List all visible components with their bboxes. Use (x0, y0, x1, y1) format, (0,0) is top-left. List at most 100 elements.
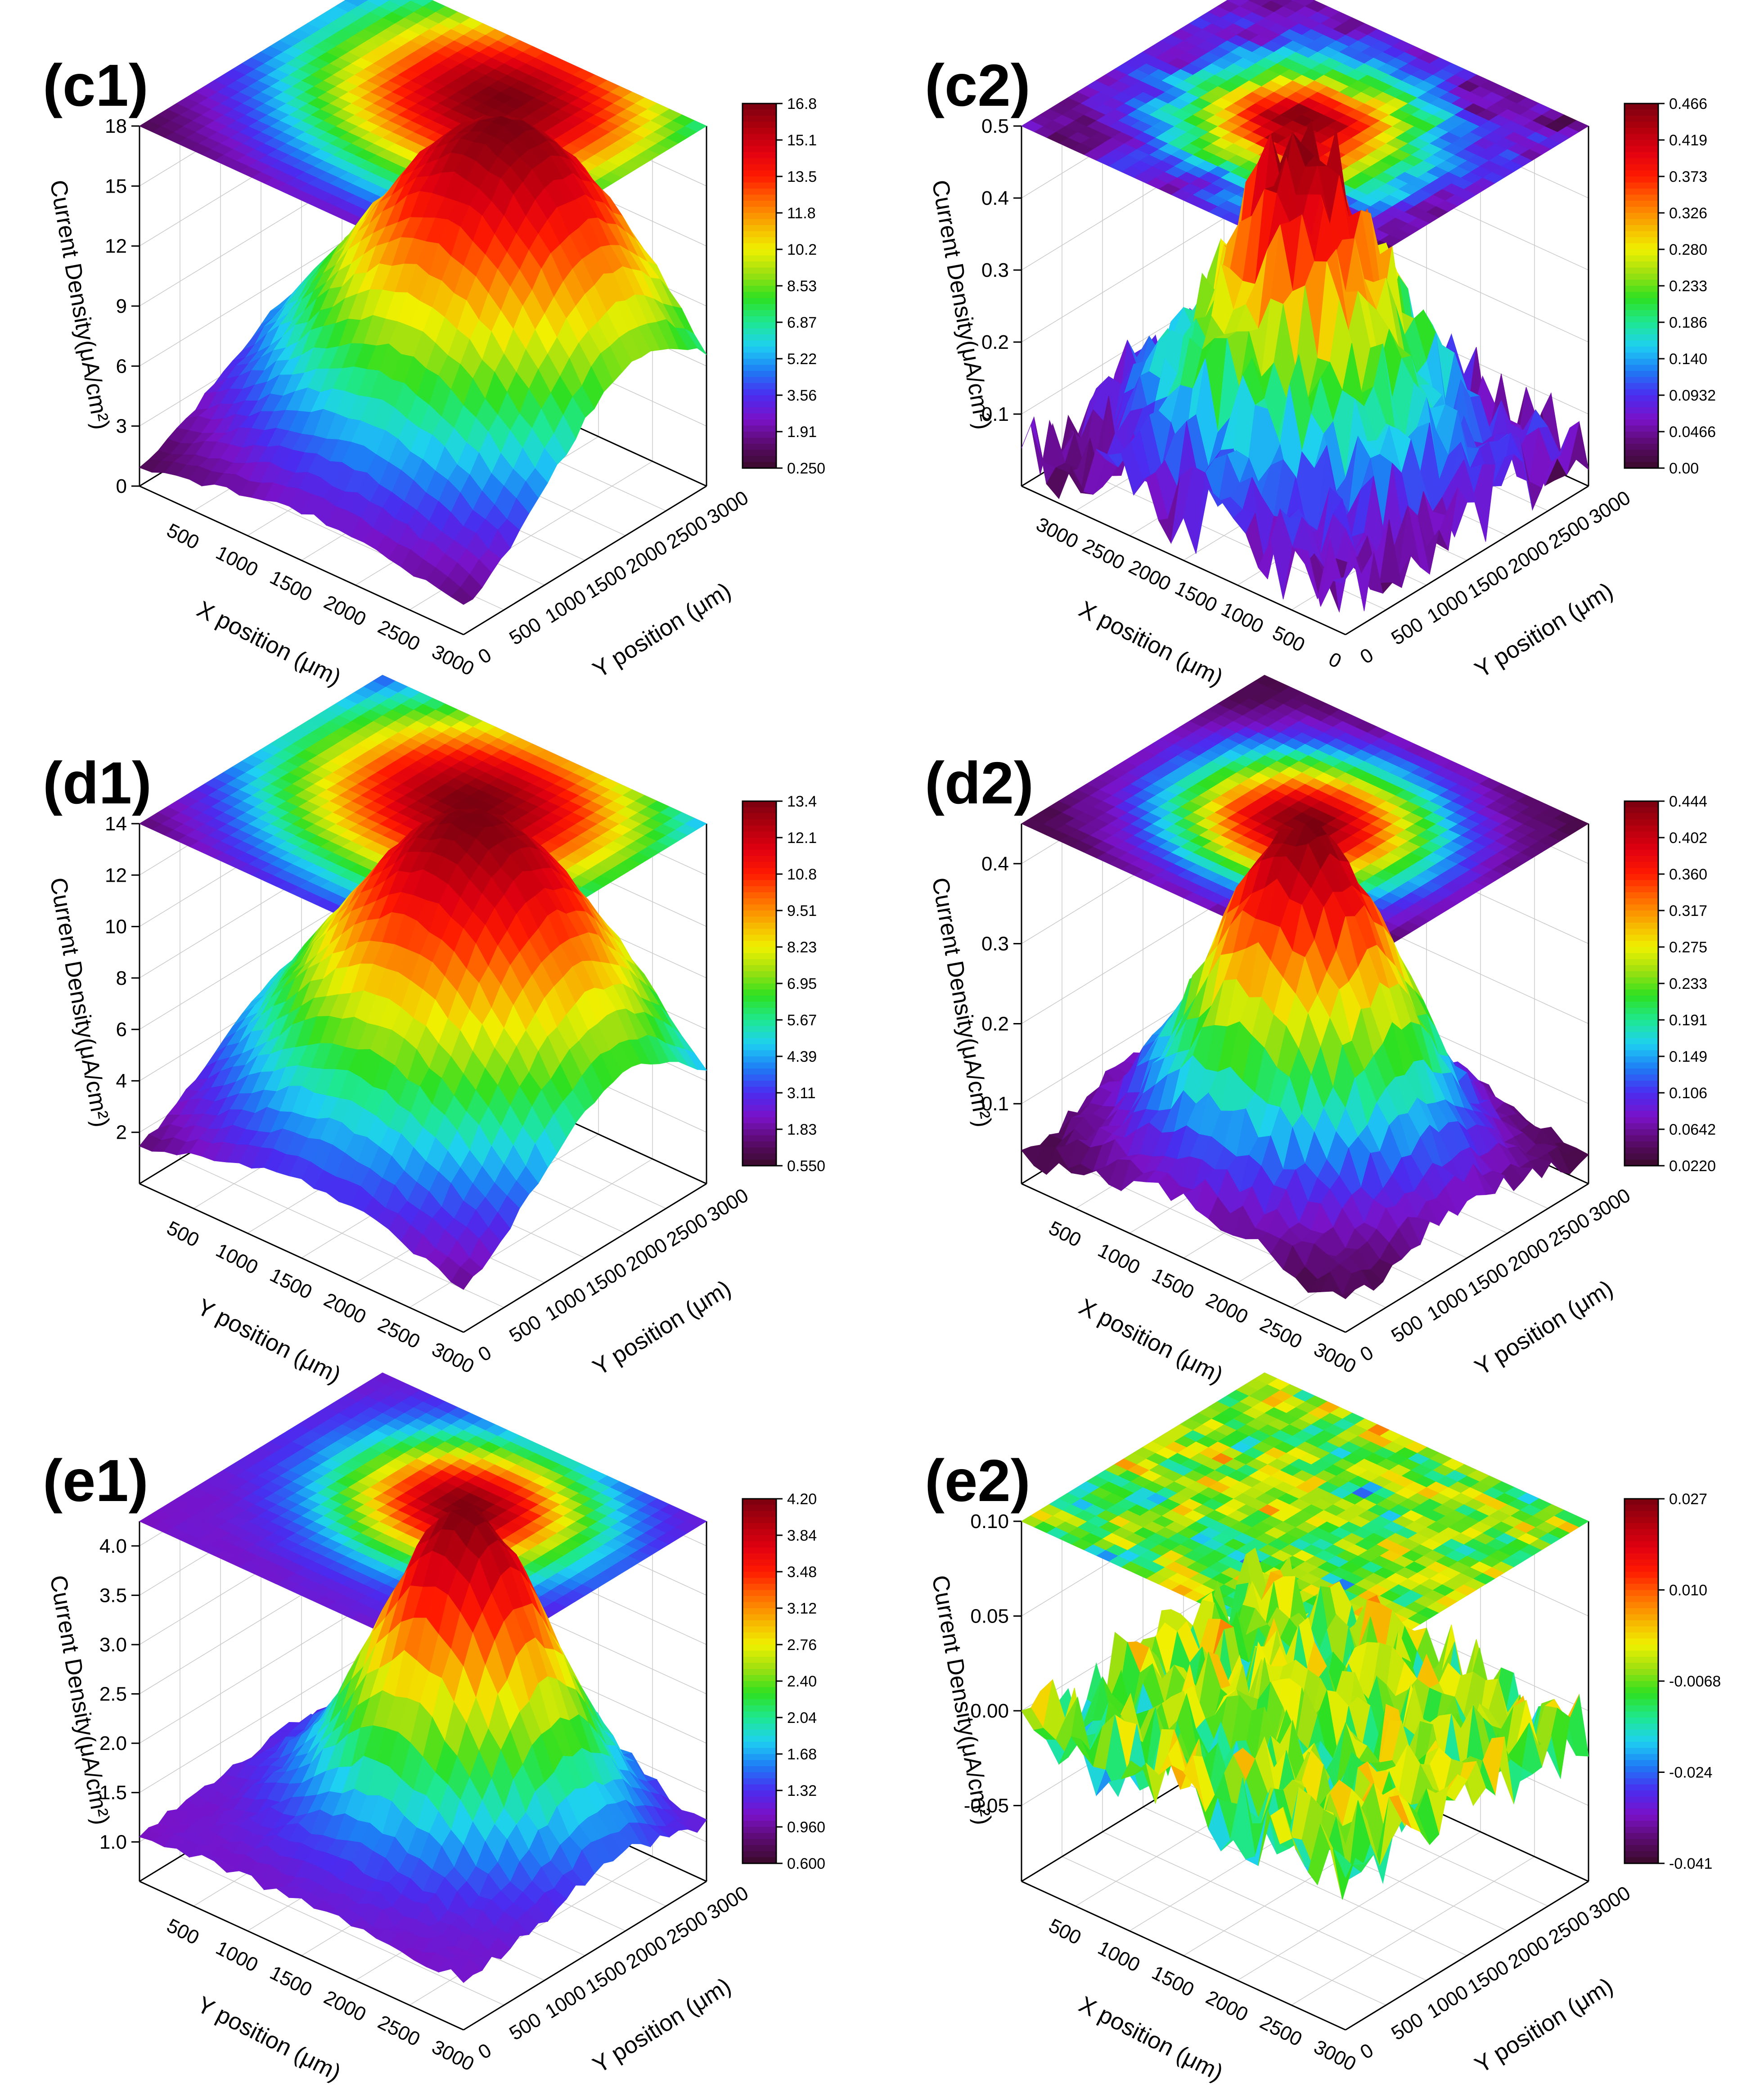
colorbar-swatch (742, 152, 776, 159)
colorbar-tick-label: 0.140 (1669, 351, 1707, 368)
panel-label: (d2) (925, 750, 1034, 816)
colorbar-swatch (742, 365, 776, 371)
x-tick-label: 2500 (374, 1313, 423, 1353)
x-tick-label: 2000 (1125, 555, 1174, 595)
colorbar-swatch (1624, 152, 1658, 159)
colorbar-swatch (742, 886, 776, 893)
colorbar-swatch (742, 971, 776, 978)
colorbar-tick-label: 3.56 (787, 387, 817, 404)
colorbar-swatch (1624, 207, 1658, 213)
colorbar-swatch (1624, 395, 1658, 402)
colorbar-swatch (742, 182, 776, 189)
y-axis-title: Y position (μm) (588, 577, 735, 683)
colorbar-swatch (1624, 401, 1658, 408)
colorbar-swatch (1624, 267, 1658, 274)
colorbar-swatch (1624, 170, 1658, 177)
colorbar-swatch (742, 347, 776, 353)
y-tick-label: 0 (474, 644, 495, 668)
colorbar-swatch (742, 1117, 776, 1124)
colorbar-tick-label: 0.186 (1669, 314, 1707, 331)
x-tick-label: 2000 (320, 591, 369, 631)
axis-edge (463, 485, 707, 636)
colorbar-swatch (742, 838, 776, 844)
colorbar-swatch (1624, 274, 1658, 280)
colorbar-swatch (742, 298, 776, 305)
colorbar-tick-label: 0.373 (1669, 168, 1707, 185)
colorbar-swatch (742, 134, 776, 140)
colorbar-swatch (742, 862, 776, 869)
colorbar-swatch (1624, 359, 1658, 365)
colorbar-swatch (742, 911, 776, 917)
colorbar-swatch (742, 262, 776, 268)
z-tick-label: 12 (105, 864, 127, 886)
colorbar-swatch (1624, 432, 1658, 438)
colorbar-swatch (742, 395, 776, 402)
colorbar-tick-label: 4.39 (787, 1048, 817, 1065)
colorbar-swatch (742, 104, 776, 110)
colorbar-swatch (742, 1026, 776, 1032)
x-tick-label: 1000 (212, 1239, 261, 1279)
colorbar-swatch (1624, 164, 1658, 171)
colorbar-swatch (742, 456, 776, 463)
x-tick-label: 3000 (428, 1338, 477, 1378)
colorbar-swatch (742, 807, 776, 814)
colorbar-tick-label: 0.280 (1669, 241, 1707, 258)
colorbar-swatch (742, 923, 776, 929)
colorbar-tick-label: 8.23 (787, 939, 817, 956)
colorbar: 13.412.110.89.518.236.955.674.393.111.83… (742, 793, 825, 1175)
colorbar-tick-label: 0.419 (1669, 132, 1707, 149)
colorbar-swatch (742, 1129, 776, 1136)
colorbar-tick-label: 1.91 (787, 424, 817, 441)
panel-label: (c2) (925, 52, 1030, 118)
colorbar-swatch (742, 813, 776, 820)
colorbar-swatch (742, 1050, 776, 1057)
colorbar-swatch (742, 359, 776, 365)
colorbar-tick-label: 9.51 (787, 902, 817, 920)
colorbar-tick-label: 1.83 (787, 1121, 817, 1138)
colorbar-swatch (742, 1056, 776, 1063)
colorbar-swatch (742, 201, 776, 207)
colorbar-tick-label: 0.0932 (1669, 387, 1716, 404)
y-tick-label: 1000 (541, 586, 590, 627)
colorbar-tick-label: 0.0466 (1669, 424, 1716, 441)
colorbar-swatch (742, 1032, 776, 1039)
colorbar-swatch (742, 801, 776, 808)
colorbar-swatch (1624, 365, 1658, 371)
surface-mesh (139, 115, 707, 605)
y-tick-label: 500 (505, 1311, 545, 1347)
colorbar-swatch (742, 996, 776, 1002)
z-tick-label: 3 (116, 415, 127, 437)
z-tick-label: 9 (116, 295, 127, 317)
colorbar-swatch (742, 401, 776, 408)
colorbar-tick-label: 0.466 (1669, 95, 1707, 113)
colorbar-tick-label: 0.326 (1669, 205, 1707, 222)
colorbar-swatch (1624, 219, 1658, 225)
colorbar-swatch (742, 213, 776, 220)
y-tick-label: 1500 (1464, 561, 1513, 603)
colorbar-swatch (742, 1111, 776, 1118)
colorbar-swatch (742, 856, 776, 862)
colorbar-swatch (742, 304, 776, 311)
colorbar: 16.815.113.511.810.28.536.875.223.561.91… (742, 95, 825, 477)
colorbar-swatch (1624, 231, 1658, 238)
colorbar-swatch (742, 425, 776, 432)
panel-label: (c1) (43, 52, 148, 118)
y-tick-label: 1500 (582, 561, 631, 603)
colorbar-swatch (742, 1074, 776, 1081)
x-tick-label: 1500 (266, 1264, 315, 1303)
colorbar-swatch (742, 1062, 776, 1069)
colorbar-swatch (742, 109, 776, 116)
colorbar-swatch (742, 977, 776, 984)
colorbar-swatch (742, 292, 776, 298)
colorbar-tick-label: 5.67 (787, 1012, 817, 1029)
colorbar-swatch (742, 407, 776, 414)
colorbar-swatch (1624, 316, 1658, 323)
colorbar-tick-label: 3.11 (787, 1085, 816, 1102)
colorbar-tick-label: 0.00 (1669, 460, 1699, 477)
colorbar-tick-label: 13.5 (787, 168, 817, 185)
colorbar-swatch (742, 189, 776, 195)
colorbar-swatch (742, 316, 776, 323)
z-tick-label: 0.2 (981, 331, 1009, 353)
